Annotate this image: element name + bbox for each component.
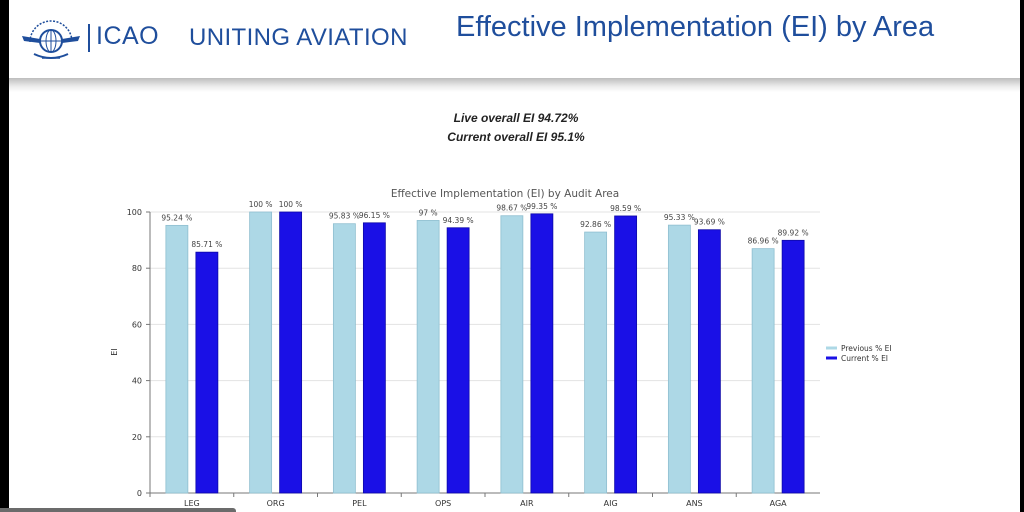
scrollbar-remnant xyxy=(0,508,236,512)
logo-text: ICAO xyxy=(96,22,160,50)
logo-divider xyxy=(88,24,90,52)
x-tick-label: ANS xyxy=(686,499,703,508)
x-tick-label: AIG xyxy=(604,499,618,508)
current-overall-ei: Current overall EI 95.1% xyxy=(447,130,585,144)
bar-previous-air xyxy=(500,215,524,494)
x-tick-label: LEG xyxy=(184,499,200,508)
x-tick-label: PEL xyxy=(352,499,367,508)
bar-current-air xyxy=(530,213,554,494)
live-overall-ei: Live overall EI 94.72% xyxy=(453,111,579,125)
legend-label-current: Current % EI xyxy=(841,354,888,363)
y-axis-label: EI xyxy=(110,348,119,355)
data-label: 89.92 % xyxy=(778,228,809,237)
bar-previous-leg xyxy=(165,224,189,494)
slide-header xyxy=(9,0,1020,78)
header-shadow xyxy=(9,78,1020,92)
data-label: 95.83 % xyxy=(329,212,360,221)
x-tick-label: AIR xyxy=(520,499,534,508)
data-label: 96.15 % xyxy=(359,211,390,220)
data-label: 95.24 % xyxy=(161,213,192,222)
x-tick-label: ORG xyxy=(267,499,285,508)
legend-label-previous: Previous % EI xyxy=(841,344,892,353)
left-frame-edge xyxy=(0,0,9,512)
bar-previous-ans xyxy=(667,224,691,494)
x-tick-label: OPS xyxy=(435,499,451,508)
bar-previous-aig xyxy=(584,231,608,494)
data-label: 99.35 % xyxy=(526,202,557,211)
bar-previous-aga xyxy=(751,248,775,494)
tagline: UNITING AVIATION xyxy=(189,24,408,51)
bar-current-pel xyxy=(362,222,386,494)
bar-current-ops xyxy=(446,227,470,494)
data-label: 98.59 % xyxy=(610,204,641,213)
y-tick-label: 100 xyxy=(127,208,142,217)
data-label: 86.96 % xyxy=(748,237,779,246)
data-label: 93.69 % xyxy=(694,218,725,227)
y-tick-label: 60 xyxy=(132,320,142,329)
data-label: 97 % xyxy=(419,208,438,217)
icao-emblem-icon xyxy=(22,20,80,59)
x-tick-label: AGA xyxy=(770,499,788,508)
data-label: 94.39 % xyxy=(443,216,474,225)
data-label: 92.86 % xyxy=(580,220,611,229)
chart-title: Effective Implementation (EI) by Audit A… xyxy=(391,188,619,200)
y-tick-label: 0 xyxy=(137,489,142,498)
bar-current-org xyxy=(279,211,303,494)
y-tick-label: 80 xyxy=(132,264,142,273)
bar-current-leg xyxy=(195,251,219,494)
page-title: Effective Implementation (EI) by Area xyxy=(456,11,935,43)
bar-current-aig xyxy=(614,215,638,494)
y-tick-label: 20 xyxy=(132,433,142,442)
y-tick-label: 40 xyxy=(132,377,142,386)
bar-previous-org xyxy=(249,211,273,494)
data-label: 100 % xyxy=(249,200,273,209)
data-label: 100 % xyxy=(279,200,303,209)
data-label: 98.67 % xyxy=(496,204,527,213)
bar-previous-ops xyxy=(416,220,440,494)
data-label: 85.71 % xyxy=(191,240,222,249)
bar-previous-pel xyxy=(332,223,356,494)
bar-current-ans xyxy=(697,229,721,494)
right-frame-edge xyxy=(1020,0,1024,512)
bar-current-aga xyxy=(781,239,805,494)
data-label: 95.33 % xyxy=(664,213,695,222)
